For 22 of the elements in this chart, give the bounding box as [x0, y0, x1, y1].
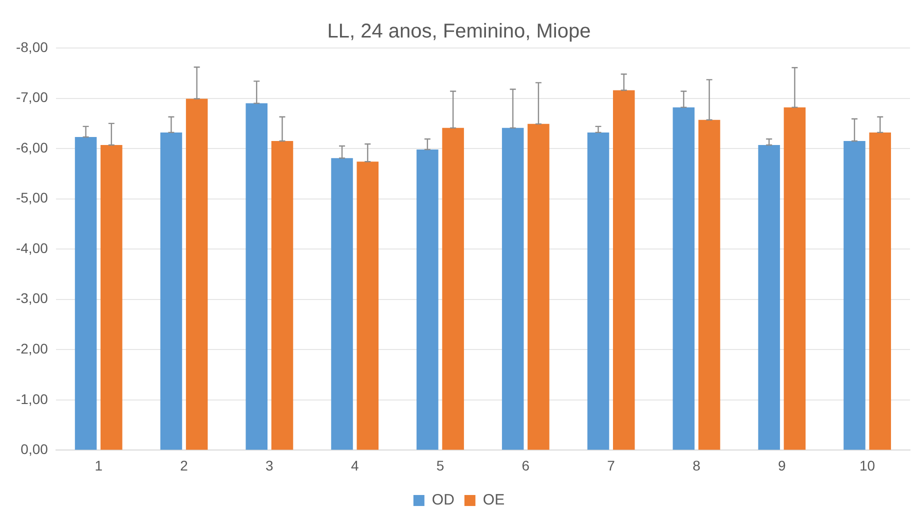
x-tick-label: 5	[436, 457, 444, 474]
chart-title: LL, 24 anos, Feminino, Miope	[327, 20, 591, 43]
x-tick-label: 1	[94, 457, 103, 474]
x-tick-label: 2	[180, 457, 188, 474]
x-tick-label: 10	[860, 457, 876, 474]
legend-label: OD	[432, 492, 455, 509]
x-tick-label: 7	[607, 457, 616, 474]
y-tick-label: -3,00	[16, 290, 48, 306]
legend-label: OE	[482, 492, 505, 509]
x-tick-label: 3	[266, 457, 274, 474]
y-tick-label: -4,00	[16, 240, 48, 256]
y-tick-label: -6,00	[16, 139, 48, 156]
y-tick-label: -2,00	[16, 340, 48, 357]
y-tick-label: -5,00	[16, 190, 48, 206]
y-tick-label: -1,00	[16, 390, 48, 407]
x-tick-label: 8	[692, 457, 701, 474]
x-tick-label: 9	[778, 457, 786, 474]
y-tick-label: -8,00	[16, 38, 48, 55]
x-tick-label: 4	[350, 457, 359, 474]
y-tick-label: 0,00	[20, 441, 48, 458]
y-tick-label: -7,00	[16, 89, 48, 106]
x-tick-label: 6	[522, 457, 530, 474]
